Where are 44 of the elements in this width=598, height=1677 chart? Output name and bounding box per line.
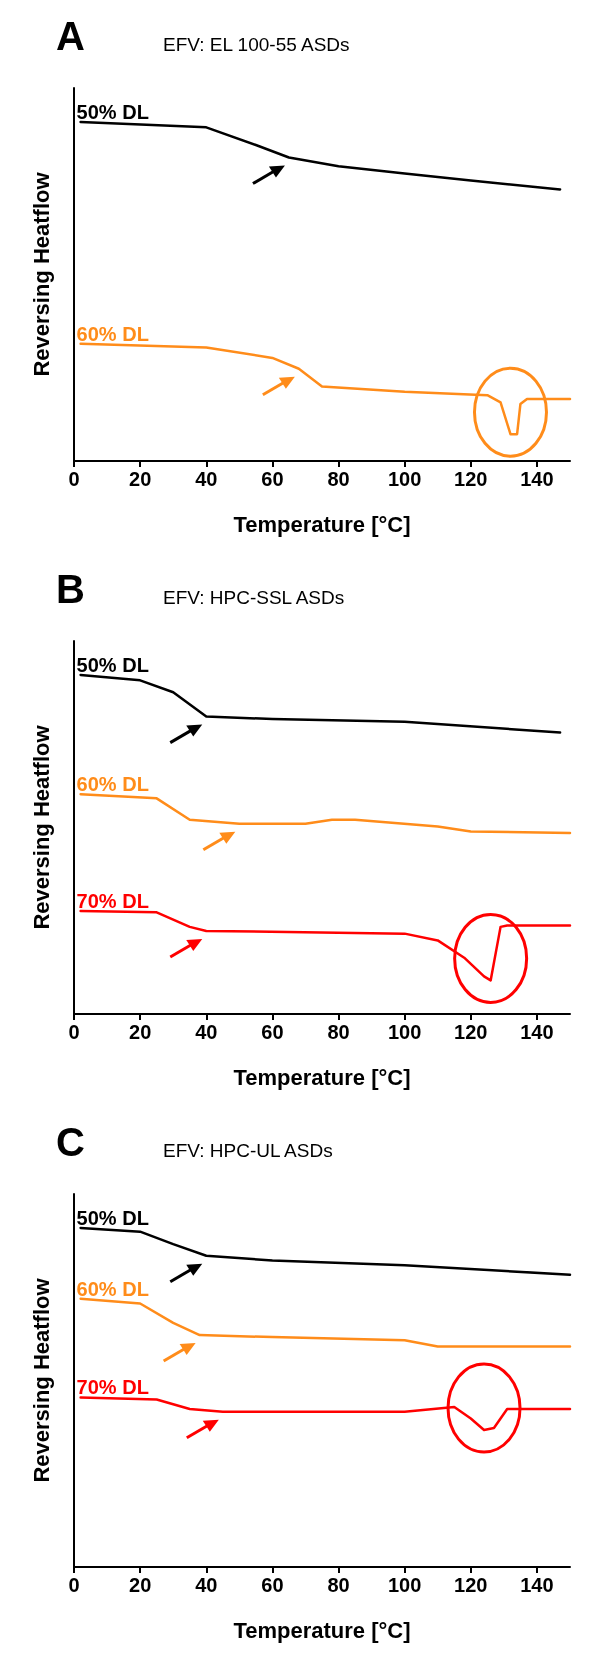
- x-tick-label: 60: [261, 468, 284, 490]
- x-tick-label: 60: [261, 1574, 284, 1596]
- x-tick-label: 100: [387, 1021, 422, 1043]
- x-tick-label: 120: [454, 1021, 488, 1043]
- series-label: 60% DL: [76, 773, 149, 796]
- series-label: 50% DL: [76, 653, 149, 676]
- x-tick-label: 80: [327, 1021, 350, 1043]
- x-tick-label: 20: [129, 1021, 152, 1043]
- x-tick-label: 40: [195, 1574, 218, 1596]
- x-tick-label: 20: [129, 468, 152, 490]
- x-tick-label: 100: [387, 1574, 422, 1596]
- x-tick-label: 140: [520, 468, 554, 490]
- x-tick-label: 80: [327, 1574, 350, 1596]
- chart-title: EFV: HPC-SSL ASDs: [163, 587, 345, 608]
- series-label: 70% DL: [76, 1376, 149, 1399]
- chart-title: EFV: EL 100-55 ASDs: [163, 34, 350, 55]
- x-tick-label: 120: [454, 1574, 488, 1596]
- x-tick-label: 60: [261, 1021, 284, 1043]
- x-tick-label: 40: [195, 1021, 218, 1043]
- text: C: [56, 1120, 85, 1164]
- x-tick-label: 40: [195, 468, 218, 490]
- series-label: 60% DL: [76, 1277, 149, 1300]
- x-tick-label: 80: [327, 468, 350, 490]
- x-axis-title: Temperature [°C]: [233, 1064, 411, 1090]
- series-label: 50% DL: [76, 1206, 149, 1229]
- chart-title: EFV: HPC-UL ASDs: [163, 1140, 333, 1161]
- x-tick-label: 140: [520, 1574, 554, 1596]
- x-tick-label: 140: [520, 1021, 554, 1043]
- x-tick-label: 0: [68, 1021, 80, 1043]
- x-tick-label: 0: [68, 468, 80, 490]
- x-tick-label: 0: [68, 1574, 80, 1596]
- series-label: 70% DL: [76, 889, 149, 912]
- x-tick-label: 100: [387, 468, 422, 490]
- x-tick-label: 20: [129, 1574, 152, 1596]
- text: A: [56, 14, 85, 58]
- x-tick-label: 120: [454, 468, 488, 490]
- series-label: 60% DL: [76, 322, 149, 345]
- x-axis-title: Temperature [°C]: [233, 1617, 411, 1643]
- y-axis-title: Reversing Heatflow: [28, 1277, 54, 1483]
- y-axis-title: Reversing Heatflow: [28, 171, 54, 377]
- x-axis-title: Temperature [°C]: [233, 511, 411, 537]
- text: B: [56, 567, 85, 611]
- series-label: 50% DL: [76, 100, 149, 123]
- y-axis-title: Reversing Heatflow: [28, 724, 54, 930]
